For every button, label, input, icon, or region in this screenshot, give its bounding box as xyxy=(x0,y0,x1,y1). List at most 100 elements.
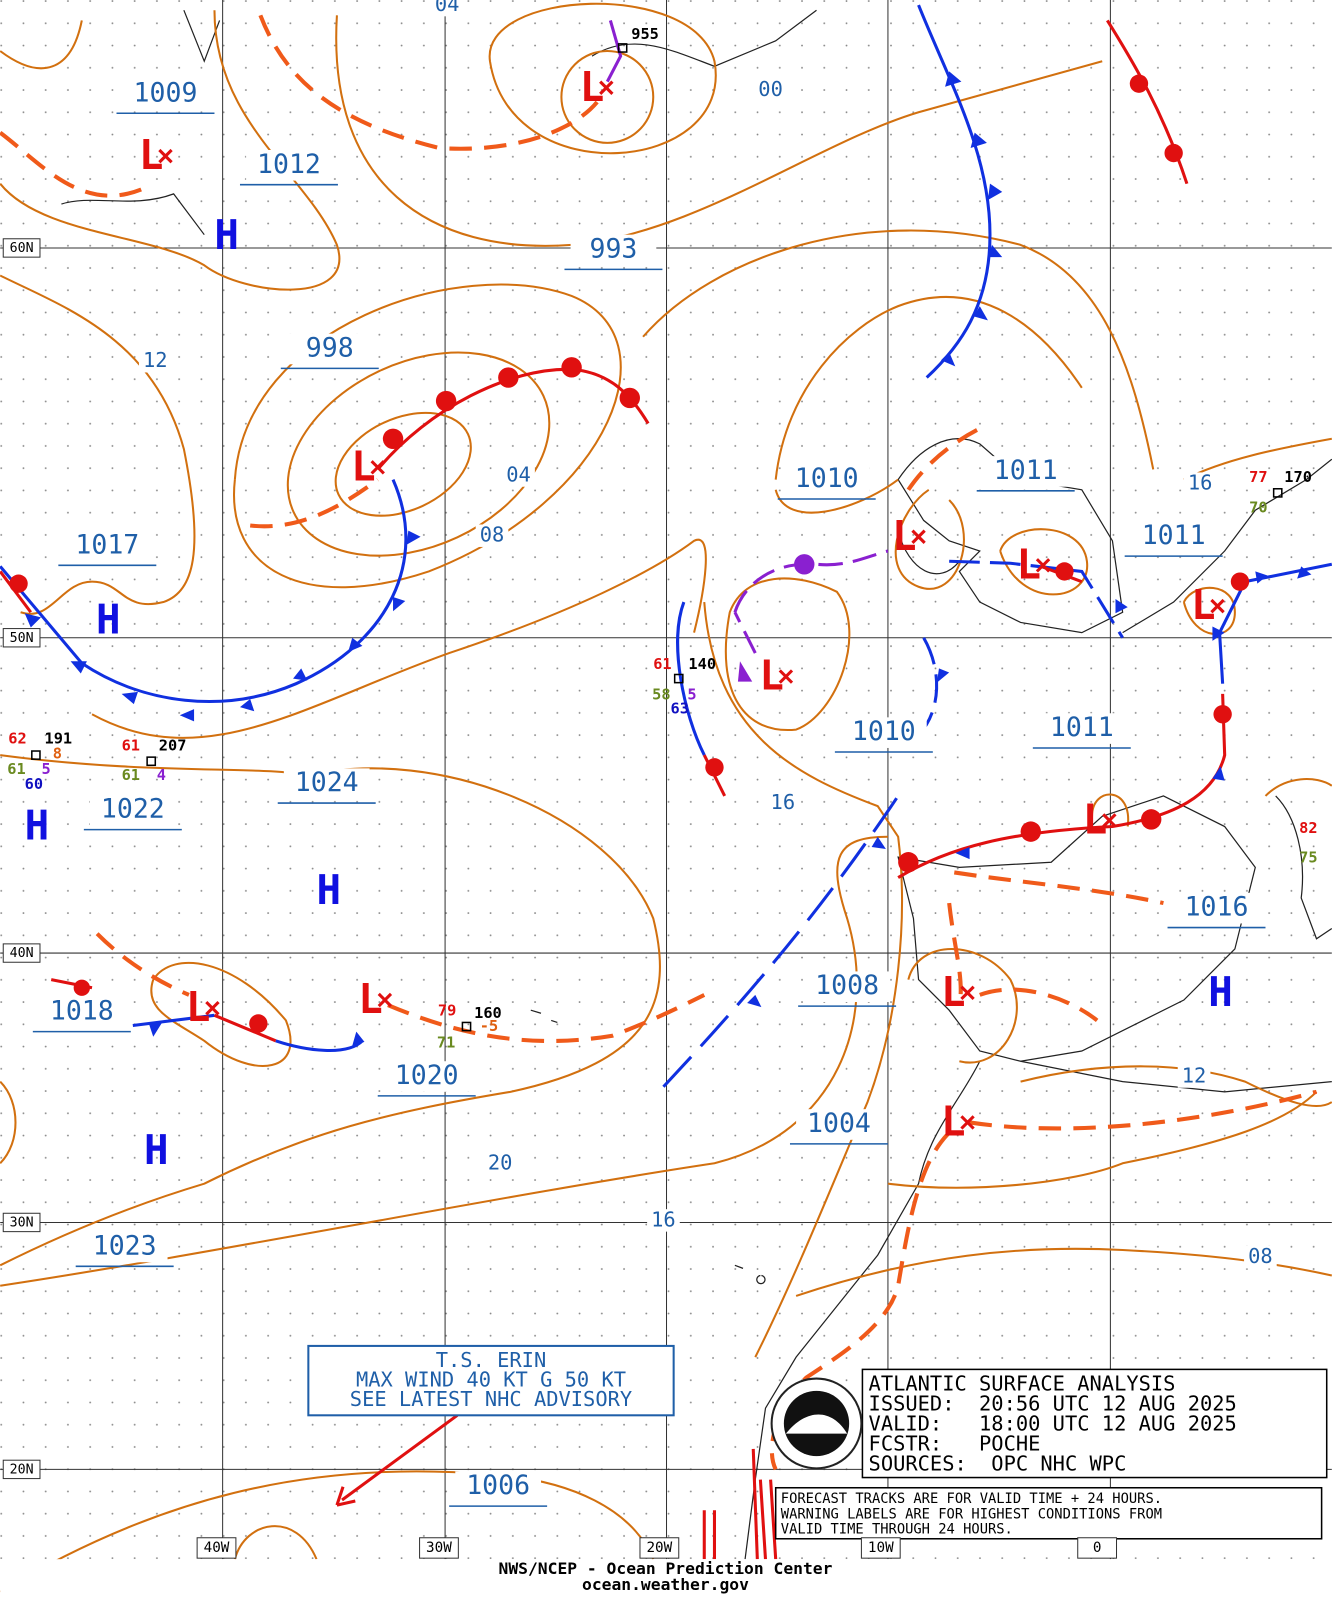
pressure-label: 1004 xyxy=(807,1108,871,1139)
high-center: H xyxy=(144,1126,169,1174)
station-value: 61 xyxy=(653,655,671,673)
low-center: L xyxy=(941,968,966,1016)
high-center: H xyxy=(214,211,239,259)
station-marker xyxy=(461,1021,472,1032)
isobar-label-bg xyxy=(766,791,800,815)
station-marker xyxy=(617,43,628,53)
low-cross xyxy=(1035,558,1051,573)
pressure-label-bg xyxy=(841,717,927,748)
lon-label: 20W xyxy=(646,1540,672,1556)
lon-label-bg xyxy=(860,1537,901,1559)
station-value: 63 xyxy=(671,700,689,718)
title-box-line: ATLANTIC SURFACE ANALYSIS xyxy=(869,1372,1176,1396)
isobar-label-bg xyxy=(430,0,464,17)
low-center: L xyxy=(358,975,383,1023)
lon-label: 10W xyxy=(868,1540,894,1556)
pressure-label-bg xyxy=(383,1061,470,1092)
station-marker xyxy=(146,756,157,767)
station-value: 191 xyxy=(45,729,73,747)
station-marker xyxy=(31,750,41,760)
pressure-label: 1010 xyxy=(795,463,859,494)
isobar-label: 04 xyxy=(435,0,460,16)
storm-box-line: SEE LATEST NHC ADVISORY xyxy=(350,1387,632,1411)
storm-box-line: T.S. ERIN xyxy=(436,1348,546,1372)
low-cross xyxy=(158,148,173,164)
title-box xyxy=(861,1368,1328,1479)
fronts xyxy=(0,4,1332,1560)
station-value: 207 xyxy=(159,736,187,754)
note-box-line: VALID TIME THROUGH 24 HOURS. xyxy=(781,1522,1013,1538)
lon-label-bg xyxy=(639,1537,680,1559)
pressure-label: 998 xyxy=(306,332,354,363)
station-marker xyxy=(1272,488,1283,498)
station-value: 71 xyxy=(437,1033,455,1051)
low-center: L xyxy=(1016,540,1041,588)
isobar-label: 12 xyxy=(143,348,168,372)
lat-label-bg xyxy=(2,1212,41,1233)
pressure-label-bg xyxy=(1130,521,1217,553)
high-center: H xyxy=(25,802,50,850)
station-value: -5 xyxy=(480,1017,498,1035)
station-value: 8 xyxy=(53,745,62,763)
storm-box xyxy=(307,1344,675,1417)
low-center: L xyxy=(1191,581,1216,629)
note-box-line: WARNING LABELS ARE FOR HIGHEST CONDITION… xyxy=(781,1506,1162,1522)
storm-arrow xyxy=(335,1414,459,1507)
lat-label-bg xyxy=(2,1459,41,1480)
isobar-label-bg xyxy=(502,464,535,487)
pressure-label: 1011 xyxy=(1142,520,1206,551)
dot-grid xyxy=(0,0,1332,1560)
station-value: 61 xyxy=(122,736,140,754)
station-value: 5 xyxy=(41,760,50,778)
pressure-label: 1011 xyxy=(994,455,1058,486)
station-value: 5 xyxy=(687,685,696,703)
low-cross xyxy=(205,1000,220,1016)
low-cross xyxy=(1102,813,1117,828)
pressure-label: 1012 xyxy=(257,149,321,180)
isobar-label: 12 xyxy=(1182,1064,1207,1088)
pressure-label: 1009 xyxy=(134,77,198,108)
pressure-label-bg xyxy=(64,530,151,562)
noaa-logo xyxy=(770,1377,863,1470)
station-value: 77 xyxy=(1249,468,1267,486)
low-center: L xyxy=(580,63,605,111)
lon-label: 30W xyxy=(426,1540,452,1556)
low-center: L xyxy=(186,983,211,1031)
station-value: 160 xyxy=(474,1004,502,1022)
station-marker xyxy=(673,673,684,684)
isobar-label: 00 xyxy=(758,77,783,101)
station-value: 70 xyxy=(1249,499,1267,517)
lon-label-bg xyxy=(1077,1537,1118,1559)
lat-label: 40N xyxy=(10,946,34,961)
isobar-label: 16 xyxy=(651,1207,676,1231)
lat-label: 60N xyxy=(10,241,34,256)
lon-label-bg xyxy=(419,1537,459,1559)
low-center: L xyxy=(892,512,917,560)
low-center: L xyxy=(139,131,164,179)
station-value: 82 xyxy=(1299,819,1317,837)
pressure-label-bg xyxy=(122,78,209,110)
low-cross xyxy=(778,669,794,684)
isobar-label-bg xyxy=(647,1209,680,1232)
title-box-line: VALID: 18:00 UTC 12 AUG 2025 xyxy=(869,1411,1237,1435)
station-value: 58 xyxy=(652,685,670,703)
pressure-label-bg xyxy=(455,1471,541,1503)
lon-label: 40W xyxy=(204,1540,230,1556)
footer-line: NWS/NCEP - Ocean Prediction Center xyxy=(499,1559,833,1578)
isobar-label: 08 xyxy=(1248,1244,1273,1268)
isobar-label-bg xyxy=(475,524,509,547)
pressure-label-bg xyxy=(1038,713,1125,744)
pressure-label: 1008 xyxy=(815,970,879,1001)
pressure-label-bg xyxy=(982,456,1069,487)
pressure-label-bg xyxy=(804,971,890,1003)
pressure-label: 993 xyxy=(589,234,637,265)
pressure-label-bg xyxy=(246,150,332,181)
footer-band xyxy=(0,1559,1332,1600)
low-cross xyxy=(960,985,975,1001)
isobar-label-bg xyxy=(1177,1065,1211,1088)
isobar-label: 16 xyxy=(771,790,796,814)
pressure-label-bg xyxy=(570,234,657,266)
low-cross xyxy=(377,992,393,1008)
storm-box-line: MAX WIND 40 KT G 50 KT xyxy=(356,1368,626,1392)
